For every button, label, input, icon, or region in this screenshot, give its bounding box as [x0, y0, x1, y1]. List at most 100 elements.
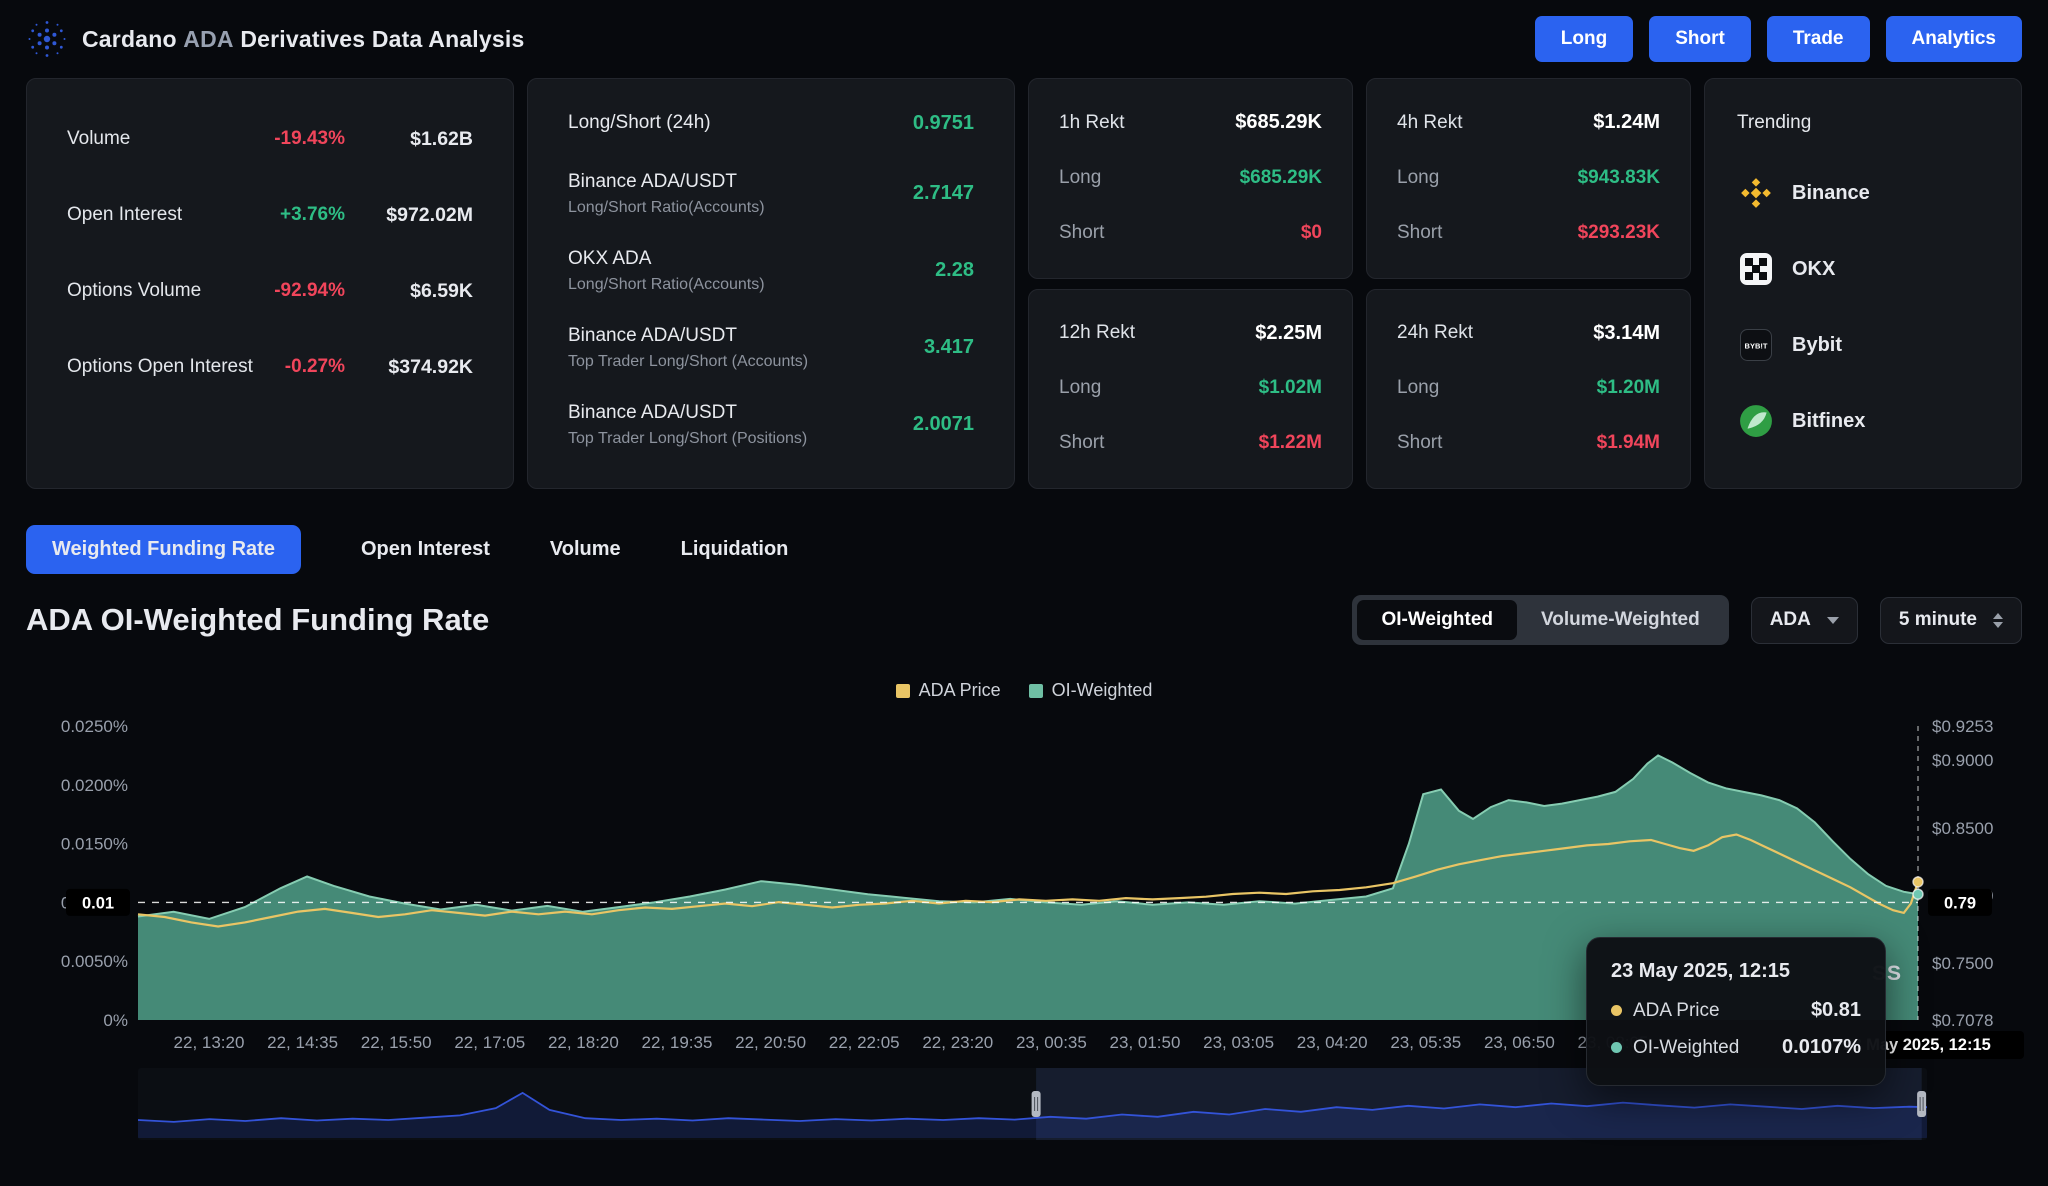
toggle-volume-weighted[interactable]: Volume-Weighted: [1517, 600, 1724, 640]
rekt-column-2: 4h Rekt $1.24M Long $943.83K Short $293.…: [1366, 78, 1691, 489]
right-axis-label: $0.8500: [1932, 819, 1993, 838]
chart-tooltip: 23 May 2025, 12:15 ADA Price $0.81 OI-We…: [1586, 937, 1886, 1086]
chart-legend: ADA Price OI-Weighted: [0, 680, 2048, 701]
legend-swatch-1: [1029, 684, 1043, 698]
stepper-icon: [1993, 613, 2003, 628]
stat-value: $1.62B: [345, 128, 473, 151]
trending-item-binance[interactable]: Binance: [1737, 155, 1989, 231]
tab-volume[interactable]: Volume: [550, 525, 621, 574]
ratio-value: 0.9751: [913, 112, 974, 135]
funding-rate-chart-area: ADA Price OI-Weighted 0.0250% 0.0200% 0.01…: [0, 674, 2048, 1154]
left-axis-label: 0.0250%: [61, 717, 128, 736]
bitfinex-icon: [1737, 403, 1774, 440]
navigator-handle[interactable]: [1917, 1091, 1926, 1117]
toggle-oi-weighted[interactable]: OI-Weighted: [1357, 600, 1517, 640]
tooltip-dot-0: [1611, 1005, 1622, 1016]
ratio-row: Binance ADA/USDT Long/Short Ratio(Accoun…: [568, 155, 974, 232]
ratio-value: 3.417: [924, 336, 974, 359]
pct-change: -19.43%: [274, 128, 345, 150]
tab-liquidation[interactable]: Liquidation: [681, 525, 789, 574]
rekt-card-24h: 24h Rekt $3.14M Long $1.20M Short $1.94M: [1366, 289, 1691, 490]
right-axis-label: $0.7500: [1932, 954, 1993, 973]
rekt-card-4h: 4h Rekt $1.24M Long $943.83K Short $293.…: [1366, 78, 1691, 279]
tab-open-interest[interactable]: Open Interest: [361, 525, 490, 574]
chart-controls: OI-Weighted Volume-Weighted ADA 5 minute: [1352, 595, 2022, 645]
x-axis-label: 22, 14:35: [267, 1033, 338, 1052]
volume-stats-card: Volume -19.43% $1.62B Open Interest +3.7…: [26, 78, 514, 489]
legend-oi-weighted[interactable]: OI-Weighted: [1029, 680, 1153, 701]
x-axis-label: 22, 22:05: [829, 1033, 900, 1052]
price-endpoint-dot: [1913, 877, 1923, 887]
chart-tabs: Weighted Funding Rate Open Interest Volu…: [0, 525, 2048, 574]
stat-row-options-open-interest: Options Open Interest -0.27% $374.92K: [67, 329, 473, 405]
rekt-card-12h: 12h Rekt $2.25M Long $1.02M Short $1.22M: [1028, 289, 1353, 490]
stat-cards-row: Volume -19.43% $1.62B Open Interest +3.7…: [0, 78, 2048, 489]
pct-change: +3.76%: [280, 204, 345, 226]
navigator-handle[interactable]: [1032, 1091, 1041, 1117]
ratio-value: 2.0071: [913, 413, 974, 436]
ratio-value: 2.7147: [913, 182, 974, 205]
x-axis-label: 22, 13:20: [174, 1033, 245, 1052]
x-axis-label: 22, 23:20: [922, 1033, 993, 1052]
right-axis-label: $0.9000: [1932, 751, 1993, 770]
left-axis-label: 0.0200%: [61, 776, 128, 795]
right-axis-label: $0.7078: [1932, 1011, 1993, 1030]
x-axis-label: 23, 03:05: [1203, 1033, 1274, 1052]
ratio-row: OKX ADA Long/Short Ratio(Accounts) 2.28: [568, 232, 974, 309]
tab-weighted-funding-rate[interactable]: Weighted Funding Rate: [26, 525, 301, 574]
x-axis-label: 23, 05:35: [1390, 1033, 1461, 1052]
svg-text:0.01: 0.01: [82, 894, 114, 912]
tooltip-timestamp: 23 May 2025, 12:15: [1611, 960, 1861, 983]
trending-item-okx[interactable]: OKX: [1737, 231, 1989, 307]
stat-row-options-volume: Options Volume -92.94% $6.59K: [67, 253, 473, 329]
okx-icon: [1737, 251, 1774, 288]
oi-endpoint-dot: [1913, 889, 1923, 899]
short-button[interactable]: Short: [1649, 16, 1751, 62]
left-axis-label: 0.0150%: [61, 835, 128, 854]
right-axis-label: $0.9253: [1932, 717, 1993, 736]
tooltip-dot-1: [1611, 1042, 1622, 1053]
trending-item-bybit[interactable]: BYB!T Bybit: [1737, 307, 1989, 383]
header-actions: Long Short Trade Analytics: [1535, 16, 2022, 62]
x-axis-label: 22, 15:50: [361, 1033, 432, 1052]
ratio-row-24h: Long/Short (24h) 0.9751: [568, 91, 974, 155]
page-title: Cardano ADA Derivatives Data Analysis: [82, 26, 524, 53]
pct-change: -0.27%: [285, 356, 345, 378]
binance-icon: [1737, 175, 1774, 212]
interval-select[interactable]: 5 minute: [1880, 597, 2022, 644]
rekt-card-1h: 1h Rekt $685.29K Long $685.29K Short $0: [1028, 78, 1353, 279]
stat-row-volume: Volume -19.43% $1.62B: [67, 101, 473, 177]
trending-title: Trending: [1737, 112, 1811, 134]
ratio-row: Binance ADA/USDT Top Trader Long/Short (…: [568, 386, 974, 463]
x-axis-label: 23, 00:35: [1016, 1033, 1087, 1052]
analytics-button[interactable]: Analytics: [1886, 16, 2022, 62]
header: Cardano ADA Derivatives Data Analysis Lo…: [0, 0, 2048, 78]
cardano-logo-icon: [26, 18, 68, 60]
section-title: ADA OI-Weighted Funding Rate: [26, 602, 489, 638]
legend-swatch-0: [896, 684, 910, 698]
weighting-toggle: OI-Weighted Volume-Weighted: [1352, 595, 1728, 645]
left-axis-label: 0.0050%: [61, 952, 128, 971]
rekt-column-1: 1h Rekt $685.29K Long $685.29K Short $0 …: [1028, 78, 1353, 489]
svg-text:BYB!T: BYB!T: [1744, 342, 1767, 351]
stat-value: $6.59K: [345, 280, 473, 303]
pct-change: -92.94%: [274, 280, 345, 302]
pair-select[interactable]: ADA: [1751, 597, 1858, 644]
trending-card: Trending Binance: [1704, 78, 2022, 489]
x-axis-label: 22, 19:35: [642, 1033, 713, 1052]
x-axis-label: 23, 01:50: [1110, 1033, 1181, 1052]
x-axis-label: 22, 17:05: [454, 1033, 525, 1052]
legend-ada-price[interactable]: ADA Price: [896, 680, 1001, 701]
trending-item-bitfinex[interactable]: Bitfinex: [1737, 383, 1989, 459]
long-short-ratio-card: Long/Short (24h) 0.9751 Binance ADA/USDT…: [527, 78, 1015, 489]
x-axis-label: 23, 04:20: [1297, 1033, 1368, 1052]
trade-button[interactable]: Trade: [1767, 16, 1870, 62]
x-axis-label: 22, 18:20: [548, 1033, 619, 1052]
long-button[interactable]: Long: [1535, 16, 1633, 62]
ratio-row: Binance ADA/USDT Top Trader Long/Short (…: [568, 309, 974, 386]
tooltip-row-oi-weighted: OI-Weighted 0.0107%: [1611, 1036, 1861, 1059]
ratio-value: 2.28: [935, 259, 974, 282]
chevron-down-icon: [1827, 617, 1839, 624]
left-axis-label: 0%: [103, 1011, 128, 1030]
x-axis-label: 22, 20:50: [735, 1033, 806, 1052]
